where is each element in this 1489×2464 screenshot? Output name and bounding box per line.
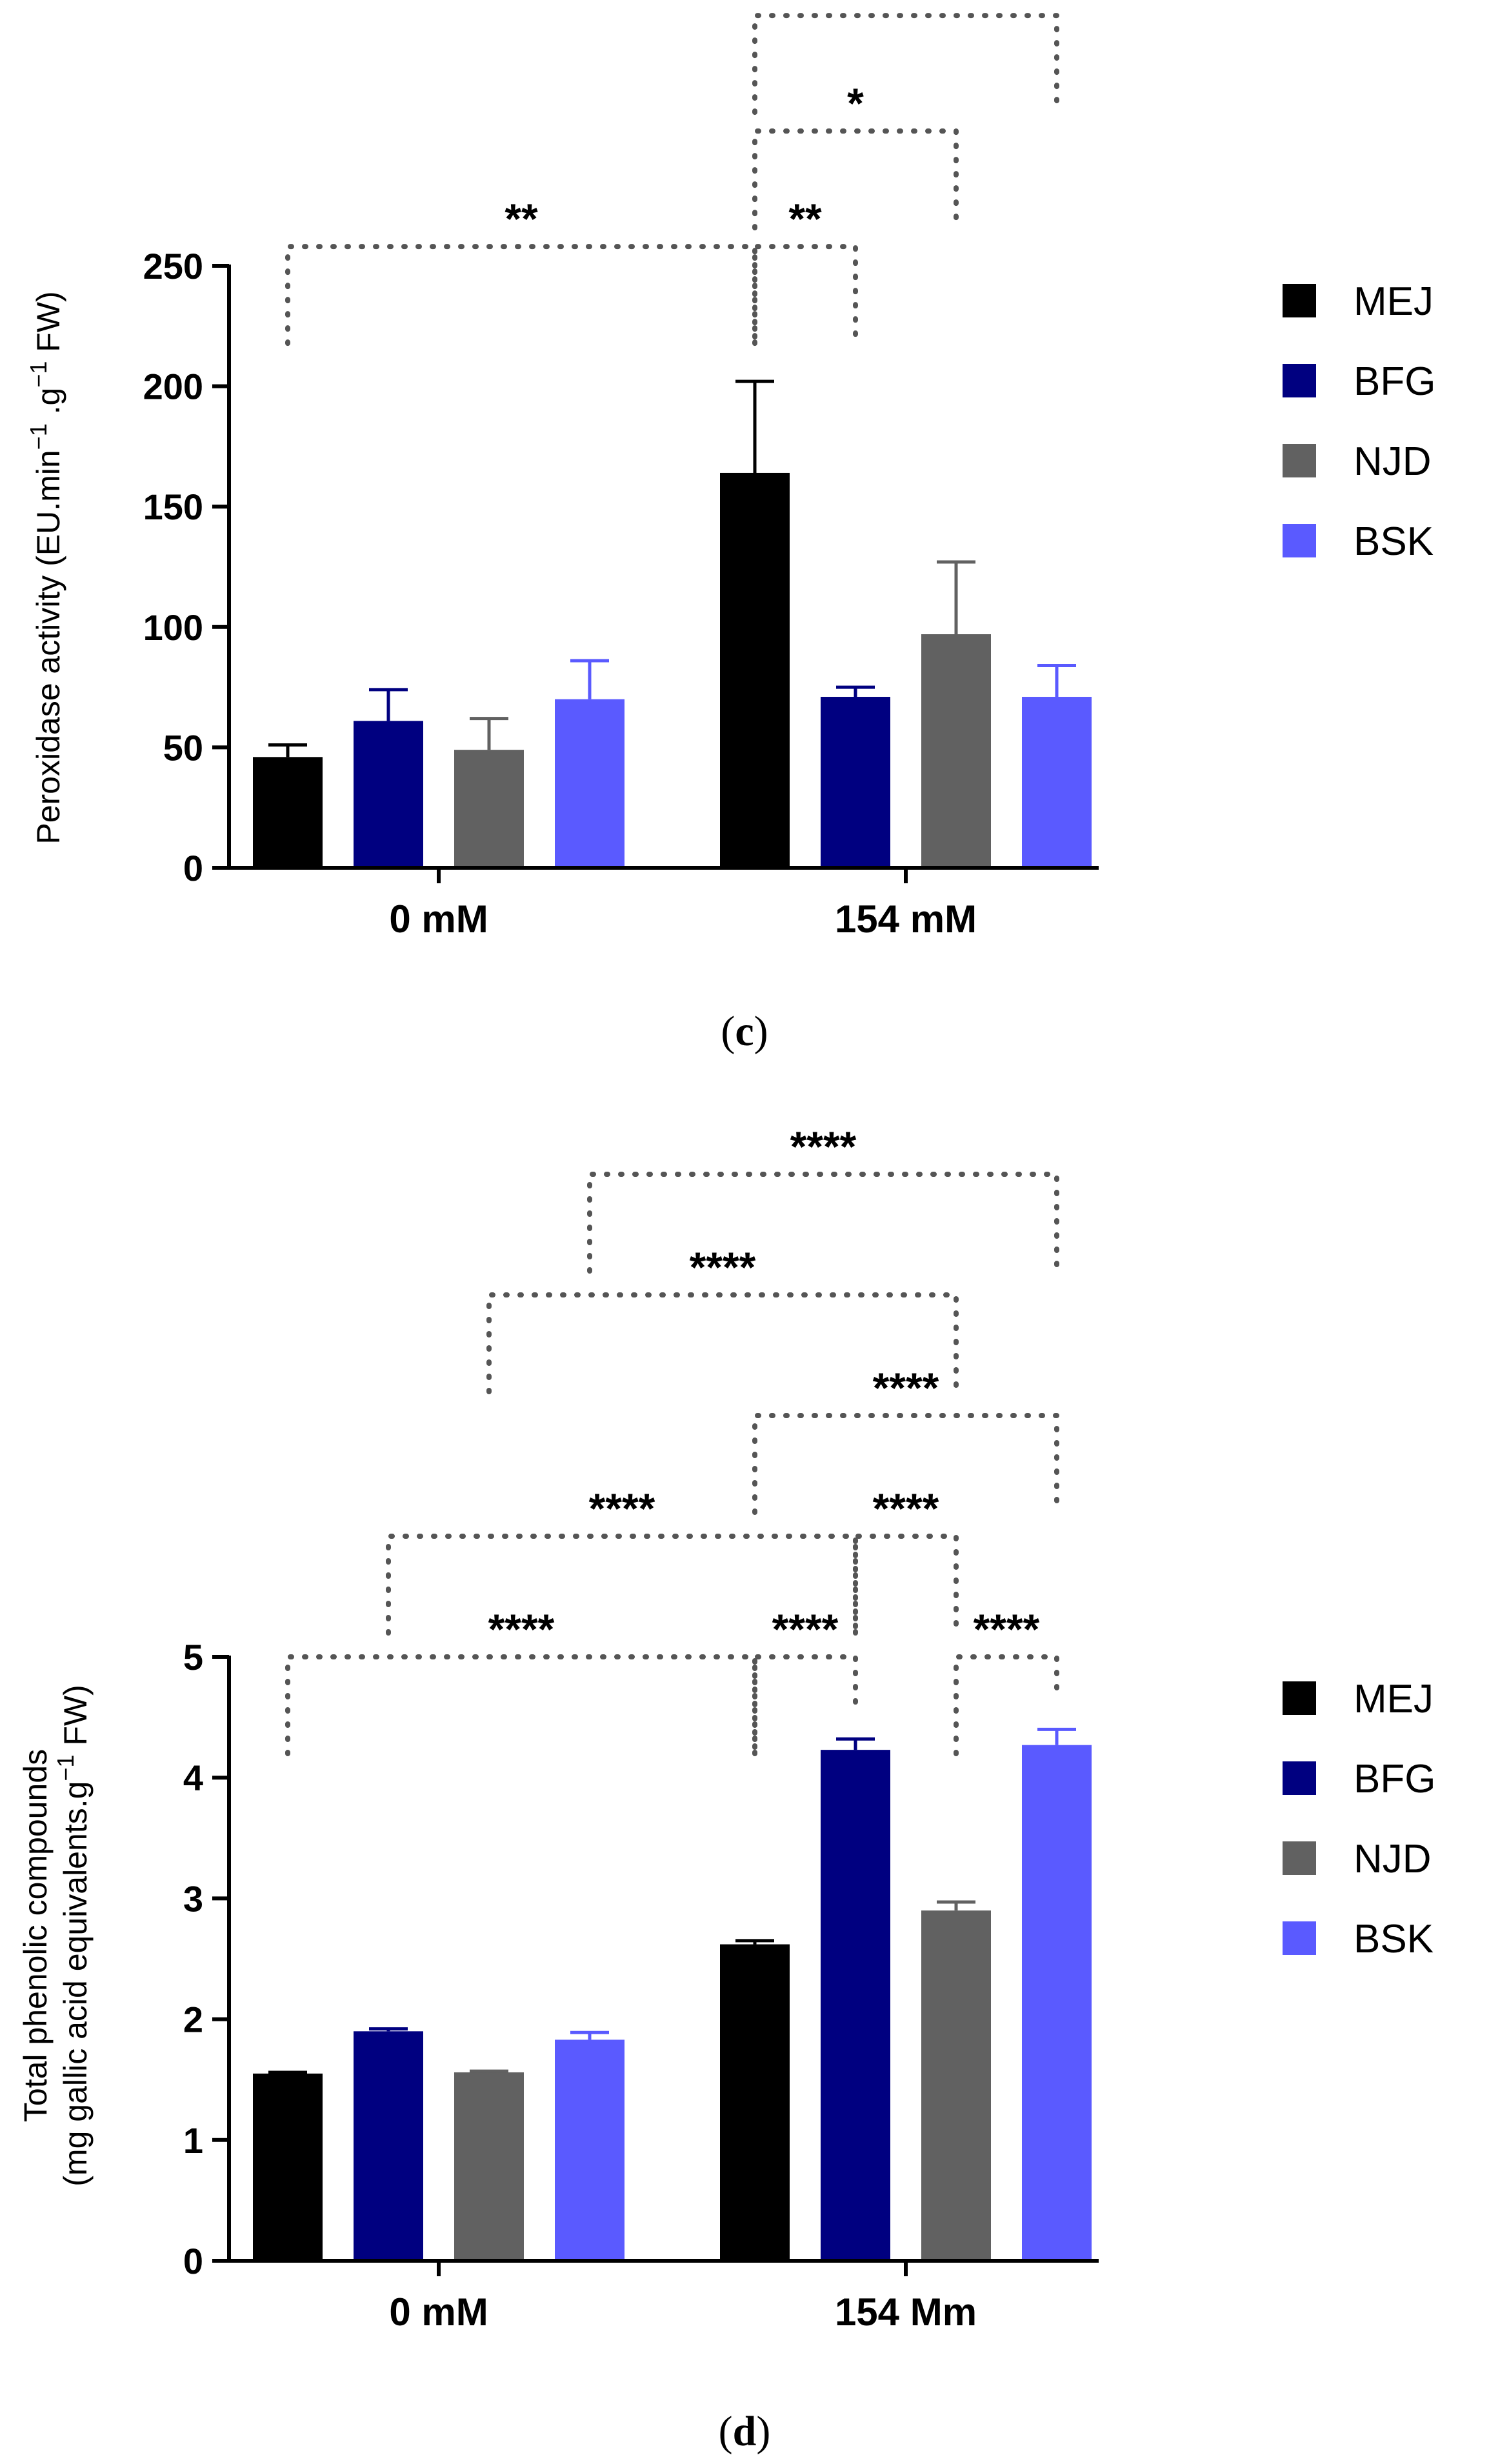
legend-label-njd: NJD xyxy=(1354,1837,1432,1881)
y-tick-label: 250 xyxy=(143,246,203,286)
legend-swatch-mej xyxy=(1283,284,1316,317)
bar-bsk-0 xyxy=(555,699,625,868)
significance-label: ** xyxy=(788,195,822,243)
legend-swatch-njd xyxy=(1283,1841,1316,1875)
significance-bracket xyxy=(486,1292,959,1394)
y-tick-label: 5 xyxy=(183,1637,203,1678)
y-tick-label: 0 xyxy=(183,2241,203,2281)
y-axis-label: Peroxidase activity (EU.min−1 .g−1 FW) xyxy=(25,291,67,844)
legend-label-bfg: BFG xyxy=(1354,359,1435,404)
legend-swatch-bfg xyxy=(1283,364,1316,397)
legend-label-bsk: BSK xyxy=(1354,519,1434,564)
bar-mej-1 xyxy=(720,1944,790,2261)
bar-bfg-0 xyxy=(354,721,423,868)
significance-bracket xyxy=(954,1654,1059,1756)
x-tick-label: 154 mM xyxy=(835,897,977,941)
significance-label: **** xyxy=(772,1605,839,1653)
y-axis-label-line2: (mg gallic acid equivalents.g−1 FW) xyxy=(52,1685,94,2186)
bar-mej-0 xyxy=(253,2073,323,2261)
significance-bracket xyxy=(587,1172,1059,1274)
significance-bracket xyxy=(285,1654,757,1756)
legend-swatch-bsk xyxy=(1283,524,1316,557)
legend-label-mej: MEJ xyxy=(1354,279,1434,324)
legend-swatch-mej xyxy=(1283,1681,1316,1715)
x-tick-label: 154 Mm xyxy=(835,2290,977,2334)
significance-label: **** xyxy=(790,1123,857,1170)
bar-bsk-0 xyxy=(555,2039,625,2261)
legend-swatch-bfg xyxy=(1283,1761,1316,1795)
significance-label: ** xyxy=(505,195,538,243)
significance-label: **** xyxy=(488,1605,555,1653)
bar-mej-0 xyxy=(253,757,323,868)
bar-njd-0 xyxy=(454,750,524,868)
significance-bracket xyxy=(752,128,959,231)
y-tick-label: 2 xyxy=(183,1999,203,2040)
bar-bfg-1 xyxy=(821,697,890,868)
y-tick-label: 0 xyxy=(183,848,203,888)
legend-label-njd: NJD xyxy=(1354,439,1432,484)
legend-swatch-njd xyxy=(1283,444,1316,477)
y-axis-label-line1: Total phenolic compounds xyxy=(17,1749,54,2122)
bar-njd-1 xyxy=(921,1910,991,2261)
significance-bracket xyxy=(386,1534,858,1636)
legend-label-bfg: BFG xyxy=(1354,1757,1435,1801)
y-tick-label: 50 xyxy=(163,727,203,768)
significance-label: **** xyxy=(589,1485,655,1532)
legend-label-mej: MEJ xyxy=(1354,1677,1434,1721)
significance-label: **** xyxy=(873,1364,939,1412)
bar-mej-1 xyxy=(720,472,790,868)
legend-swatch-bsk xyxy=(1283,1921,1316,1955)
x-tick-label: 0 mM xyxy=(389,897,488,941)
y-tick-label: 1 xyxy=(183,2120,203,2161)
x-tick-label: 0 mM xyxy=(389,2290,488,2334)
panel-label-c: (c) xyxy=(721,1008,768,1055)
legend-label-bsk: BSK xyxy=(1354,1917,1434,1961)
bar-njd-0 xyxy=(454,2072,524,2261)
bar-bsk-1 xyxy=(1022,697,1092,868)
bar-bfg-0 xyxy=(354,2031,423,2261)
bar-njd-1 xyxy=(921,634,991,868)
y-tick-label: 3 xyxy=(183,1878,203,1919)
significance-bracket xyxy=(853,1534,959,1636)
significance-bracket xyxy=(285,244,757,346)
significance-bracket xyxy=(752,13,1059,115)
y-tick-label: 200 xyxy=(143,366,203,407)
significance-label: * xyxy=(847,79,864,127)
y-tick-label: 4 xyxy=(183,1758,203,1798)
significance-label: **** xyxy=(690,1243,756,1291)
bar-bfg-1 xyxy=(821,1750,890,2261)
significance-label: **** xyxy=(873,1485,939,1532)
y-tick-label: 100 xyxy=(143,607,203,648)
significance-bracket xyxy=(752,244,858,346)
significance-label: **** xyxy=(974,1605,1040,1653)
panel-label-d: (d) xyxy=(719,2408,771,2455)
chart-panel-d: 0 1 2 3 4 5 0 mM 154 Mm MEJ BFG NJD BSK **** **** ****… xyxy=(17,1123,1435,2455)
significance-label: ** xyxy=(889,0,923,12)
bar-bsk-1 xyxy=(1022,1745,1092,2261)
y-tick-label: 150 xyxy=(143,486,203,527)
